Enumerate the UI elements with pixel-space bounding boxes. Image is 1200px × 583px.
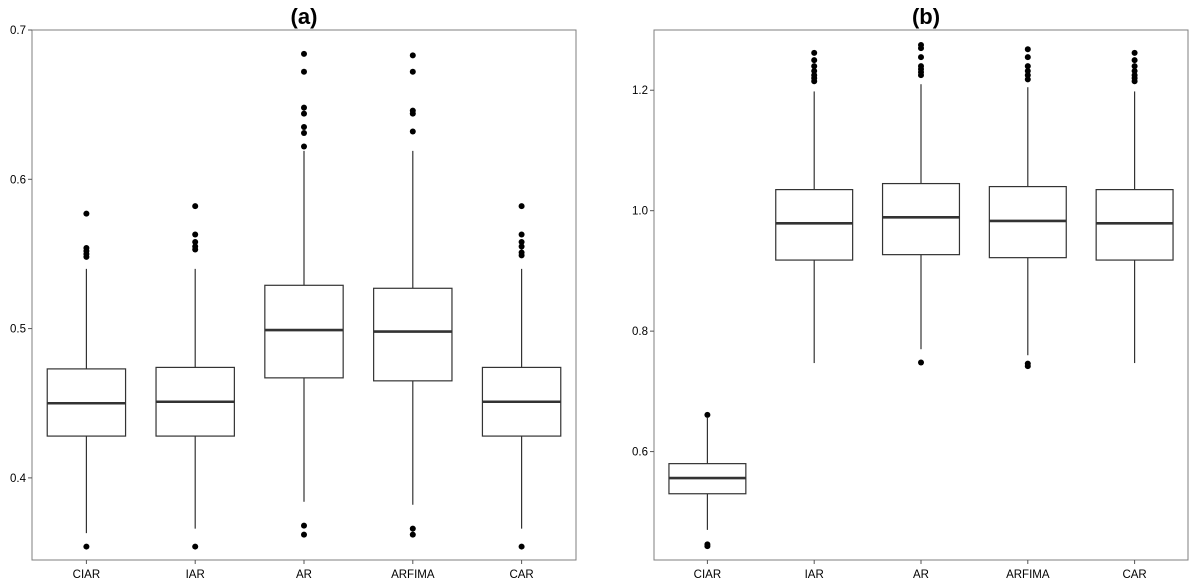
outlier-point <box>409 525 416 532</box>
panel-a: (a) 0.4 0.5 0.6 0.7 CIAR IAR AR ARFIMA CAR <box>10 4 577 581</box>
outlier-point <box>301 522 307 529</box>
outlier-point <box>1131 72 1138 79</box>
panel-b-x-tick-label: CAR <box>1122 569 1146 581</box>
outlier-point <box>1024 76 1031 83</box>
outlier-point <box>518 231 525 238</box>
outlier-point <box>1024 67 1031 74</box>
outlier-point <box>301 143 307 150</box>
iqr-box <box>1095 189 1174 261</box>
panel-b-x-tick-label: CIAR <box>694 569 721 581</box>
outlier-point <box>704 541 711 548</box>
panel-b-x-tick-label: ARFIMA <box>1006 569 1050 581</box>
outlier-point <box>518 543 525 550</box>
panel-b-title: (b) <box>912 4 940 29</box>
panel-a-box-arfima <box>373 52 453 538</box>
outlier-point <box>811 63 818 70</box>
outlier-point <box>301 110 307 117</box>
panel-b-y-tick-label: 0.6 <box>632 447 648 459</box>
outlier-point <box>192 239 199 245</box>
outlier-point <box>1024 46 1031 53</box>
outlier-point <box>918 54 924 61</box>
panel-b-x-tick-label: IAR <box>805 569 824 581</box>
outlier-point <box>918 359 924 366</box>
outlier-point <box>1131 67 1138 74</box>
panel-a-y-tick-label: 0.7 <box>10 25 26 37</box>
panel-b-y-axis: 0.6 0.8 1.0 1.2 <box>632 85 654 459</box>
panel-a-x-tick-label: IAR <box>186 569 205 581</box>
iqr-box <box>264 284 344 379</box>
panel-a-box-iar <box>155 203 235 550</box>
outlier-point <box>1024 63 1031 70</box>
outlier-point <box>301 68 307 75</box>
outlier-point <box>1131 49 1138 56</box>
panel-a-x-axis: CIAR IAR AR ARFIMA CAR <box>73 560 534 581</box>
outlier-point <box>1024 54 1031 61</box>
panel-b-boxes <box>668 42 1174 550</box>
outlier-point <box>918 63 924 70</box>
panel-b-box-ar <box>881 42 961 366</box>
panel-a-box-ciar <box>46 210 127 550</box>
panel-a-y-tick-label: 0.5 <box>10 324 26 336</box>
outlier-point <box>518 243 525 250</box>
outlier-point <box>192 203 199 210</box>
panel-b-box-iar <box>775 49 854 364</box>
panel-a-x-tick-label: CAR <box>509 569 533 581</box>
outlier-point <box>301 130 307 137</box>
outlier-point <box>83 244 90 251</box>
iqr-box <box>373 287 453 382</box>
outlier-point <box>192 543 199 550</box>
outlier-point <box>811 49 818 56</box>
outlier-point <box>518 239 525 245</box>
panel-a-x-tick-label: CIAR <box>73 569 100 581</box>
panel-b-box-car <box>1095 49 1174 364</box>
panel-b-y-tick-label: 1.2 <box>632 85 648 97</box>
panel-b-box-arfima <box>988 46 1067 370</box>
outlier-point <box>1024 72 1031 79</box>
outlier-point <box>301 531 307 538</box>
panel-a-y-tick-label: 0.4 <box>10 473 27 485</box>
panel-b: (b) 0.6 0.8 1.0 1.2 CIAR IAR AR ARFIMA CAR <box>632 4 1189 581</box>
panel-a-y-axis: 0.4 0.5 0.6 0.7 <box>10 25 32 485</box>
outlier-point <box>704 411 711 418</box>
outlier-point <box>301 124 307 131</box>
outlier-point <box>192 243 199 250</box>
outlier-point <box>1024 360 1031 367</box>
panel-b-box-ciar <box>668 411 747 550</box>
outlier-point <box>1131 63 1138 70</box>
outlier-point <box>409 107 416 114</box>
panel-b-x-axis: CIAR IAR AR ARFIMA CAR <box>694 560 1147 581</box>
outlier-point <box>409 531 416 538</box>
outlier-point <box>918 42 924 49</box>
outlier-point <box>811 72 818 79</box>
outlier-point <box>83 210 90 217</box>
panel-b-x-tick-label: AR <box>913 569 929 581</box>
panel-a-y-tick-label: 0.6 <box>10 174 26 186</box>
outlier-point <box>83 543 90 550</box>
outlier-point <box>811 57 818 64</box>
outlier-point <box>301 50 307 57</box>
outlier-point <box>518 249 525 256</box>
panel-a-x-tick-label: ARFIMA <box>391 569 435 581</box>
panel-b-y-tick-label: 1.0 <box>632 206 648 218</box>
panel-a-box-car <box>481 203 562 550</box>
panel-a-title: (a) <box>291 4 318 29</box>
panel-b-y-tick-label: 0.8 <box>632 326 648 338</box>
iqr-box <box>881 182 961 256</box>
outlier-point <box>1131 57 1138 64</box>
outlier-point <box>301 104 307 111</box>
outlier-point <box>409 68 416 75</box>
panel-a-boxes <box>46 50 562 550</box>
iqr-box <box>775 189 854 261</box>
outlier-point <box>409 128 416 135</box>
outlier-point <box>811 67 818 74</box>
outlier-point <box>518 203 525 210</box>
panel-a-x-tick-label: AR <box>296 569 312 581</box>
panel-a-box-ar <box>264 50 344 538</box>
outlier-point <box>192 231 199 238</box>
outlier-point <box>409 52 416 59</box>
